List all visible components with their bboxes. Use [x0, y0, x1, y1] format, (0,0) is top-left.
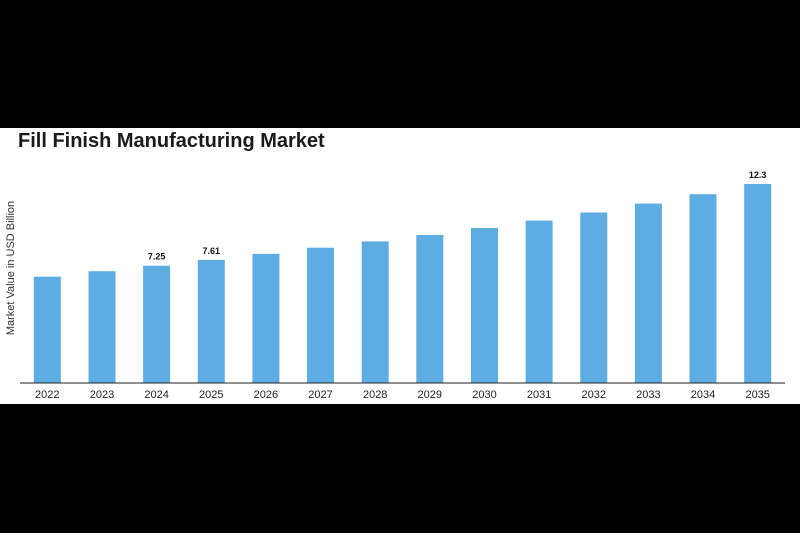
x-tick-labels-group: 2022 2023 2024 2025 2026 2027 2028 2029 2030 2031…	[35, 389, 770, 401]
bar-2028	[361, 241, 389, 383]
chart-title: Fill Finish Manufacturing Market	[18, 130, 325, 152]
data-label-2024: 7.25	[148, 252, 166, 262]
x-tick-label: 2030	[472, 389, 496, 401]
bar-2027	[307, 247, 334, 383]
x-tick-label: 2025	[199, 389, 223, 401]
x-tick-label: 2033	[636, 389, 660, 401]
x-tick-label: 2024	[144, 389, 168, 401]
bar-2023	[88, 271, 116, 383]
x-tick-label: 2035	[745, 389, 769, 401]
x-tick-label: 2027	[308, 389, 332, 401]
x-tick-label: 2028	[363, 389, 387, 401]
bar-2022	[33, 276, 61, 383]
x-tick-label: 2026	[254, 389, 278, 401]
x-tick-label: 2034	[691, 389, 715, 401]
x-tick-label: 2023	[90, 389, 114, 401]
x-tick-label: 2029	[418, 389, 442, 401]
bar-2024	[143, 265, 171, 383]
bar-2034	[689, 194, 717, 383]
bar-2033	[634, 203, 662, 383]
bar-2030	[471, 228, 498, 383]
bars-group	[33, 184, 772, 383]
bar-2029	[416, 235, 444, 383]
bar-2032	[580, 212, 608, 383]
bar-2025	[197, 259, 225, 383]
bar-2026	[252, 253, 280, 383]
x-tick-label: 2031	[527, 389, 551, 401]
x-tick-label: 2032	[582, 389, 606, 401]
data-label-2035: 12.3	[749, 170, 767, 180]
x-tick-label: 2022	[35, 389, 59, 401]
data-label-2025: 7.61	[203, 246, 221, 256]
bar-2031	[525, 220, 553, 383]
bar-2035	[744, 184, 772, 383]
data-labels-group: 7.25 7.61 12.3	[148, 170, 767, 262]
chart-panel	[0, 128, 800, 404]
